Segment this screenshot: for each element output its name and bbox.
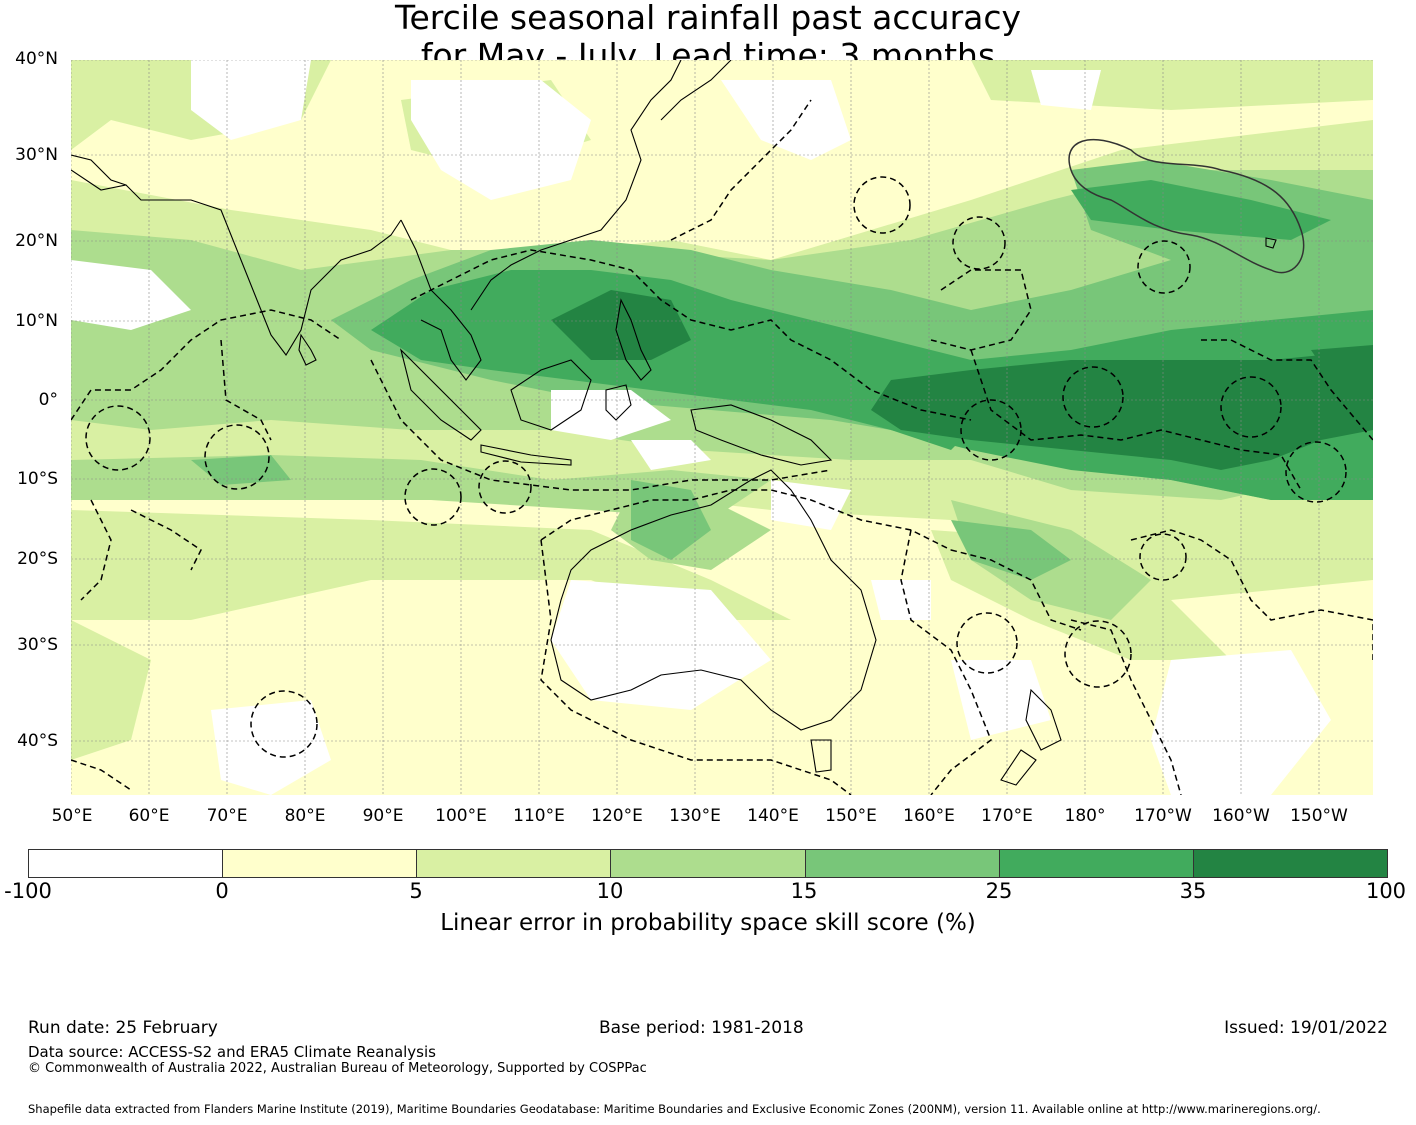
colorbar-tick-5: 5 [409,879,423,903]
map-canvas [71,60,1373,795]
coast-japan [660,60,732,121]
lon-label-50e: 50°E [51,806,93,826]
hawaii-eez-boundary [1068,138,1305,274]
lon-label-180: 180° [1064,806,1106,826]
skill-field-layer [71,60,1373,795]
colorbar-tick-25: 25 [985,879,1013,903]
base-period: Base period: 1981-2018 [599,1018,804,1038]
lon-label-130e: 130°E [669,806,721,826]
colorbar-tick-15: 15 [790,879,818,903]
lon-label-90e: 90°E [362,806,404,826]
lon-label-160w: 160°W [1212,806,1270,826]
colorbar [28,849,1388,878]
data-source: Data source: ACCESS-S2 and ERA5 Climate … [28,1043,436,1061]
run-date: Run date: 25 February [28,1018,218,1038]
coast-se-asia [400,219,482,381]
colorbar-segment-neg100-0 [29,850,224,877]
lon-label-150w: 150°W [1290,806,1348,826]
lon-label-60e: 60°E [128,806,170,826]
graticule [71,60,1373,795]
colorbar-segment-0-5 [223,850,418,877]
coast-china [470,60,682,311]
coast-nz-north [1025,688,1062,751]
lat-label-30s: 30°S [17,635,58,655]
lon-label-80e: 80°E [284,806,326,826]
coast-sumatra [399,348,482,441]
lon-label-170w: 170°W [1134,806,1192,826]
lat-label-40n: 40°N [15,49,58,69]
lon-label-170e: 170°E [981,806,1033,826]
colorbar-tick-10: 10 [596,879,624,903]
lon-label-100e: 100°E [435,806,487,826]
shapefile-attribution: Shapefile data extracted from Flanders M… [28,1102,1321,1116]
colorbar-tick-100: 100 [1365,879,1407,903]
colorbar-tick-0: 0 [215,879,229,903]
eez-boundaries [71,99,1373,795]
lat-label-20s: 20°S [17,549,58,569]
coast-tasmania [810,739,832,773]
coast-new-guinea [690,404,833,466]
lon-label-110e: 110°E [513,806,565,826]
colorbar-tick-35: 35 [1179,879,1207,903]
coast-india [71,169,402,356]
colorbar-tick-neg100: -100 [4,879,52,903]
coast-java [480,444,572,466]
coast-borneo [510,359,592,431]
coast-nz-south [1000,749,1037,786]
colorbar-segment-35-100 [1193,850,1387,877]
map-title-line1: Tercile seasonal rainfall past accuracy [394,0,1022,37]
coast-sulawesi [605,384,632,421]
lon-label-140e: 140°E [747,806,799,826]
lat-label-10n: 10°N [15,311,58,331]
lon-label-70e: 70°E [206,806,248,826]
lat-label-10s: 10°S [17,469,58,489]
coast-philippines [615,298,652,381]
lat-label-40s: 40°S [17,731,58,751]
lon-label-160e: 160°E [903,806,955,826]
issued-date: Issued: 19/01/2022 [1224,1018,1388,1038]
lat-label-20n: 20°N [15,231,58,251]
coast-hawaii [1265,237,1277,249]
coastlines [71,60,1277,786]
copyright: © Commonwealth of Australia 2022, Austra… [28,1061,647,1076]
lon-label-150e: 150°E [825,806,877,826]
colorbar-segment-25-35 [999,850,1194,877]
skill-field-35-100 [551,290,1373,470]
skill-score-map [71,60,1373,795]
colorbar-segment-5-10 [417,850,612,877]
colorbar-segment-10-15 [611,850,806,877]
coast-sri-lanka [298,333,317,366]
lat-label-0: 0° [38,390,58,410]
lat-label-30n: 30°N [15,145,58,165]
coast-australia [550,469,877,731]
lon-label-120e: 120°E [591,806,643,826]
colorbar-title: Linear error in probability space skill … [440,910,976,936]
colorbar-segment-15-25 [805,850,1000,877]
